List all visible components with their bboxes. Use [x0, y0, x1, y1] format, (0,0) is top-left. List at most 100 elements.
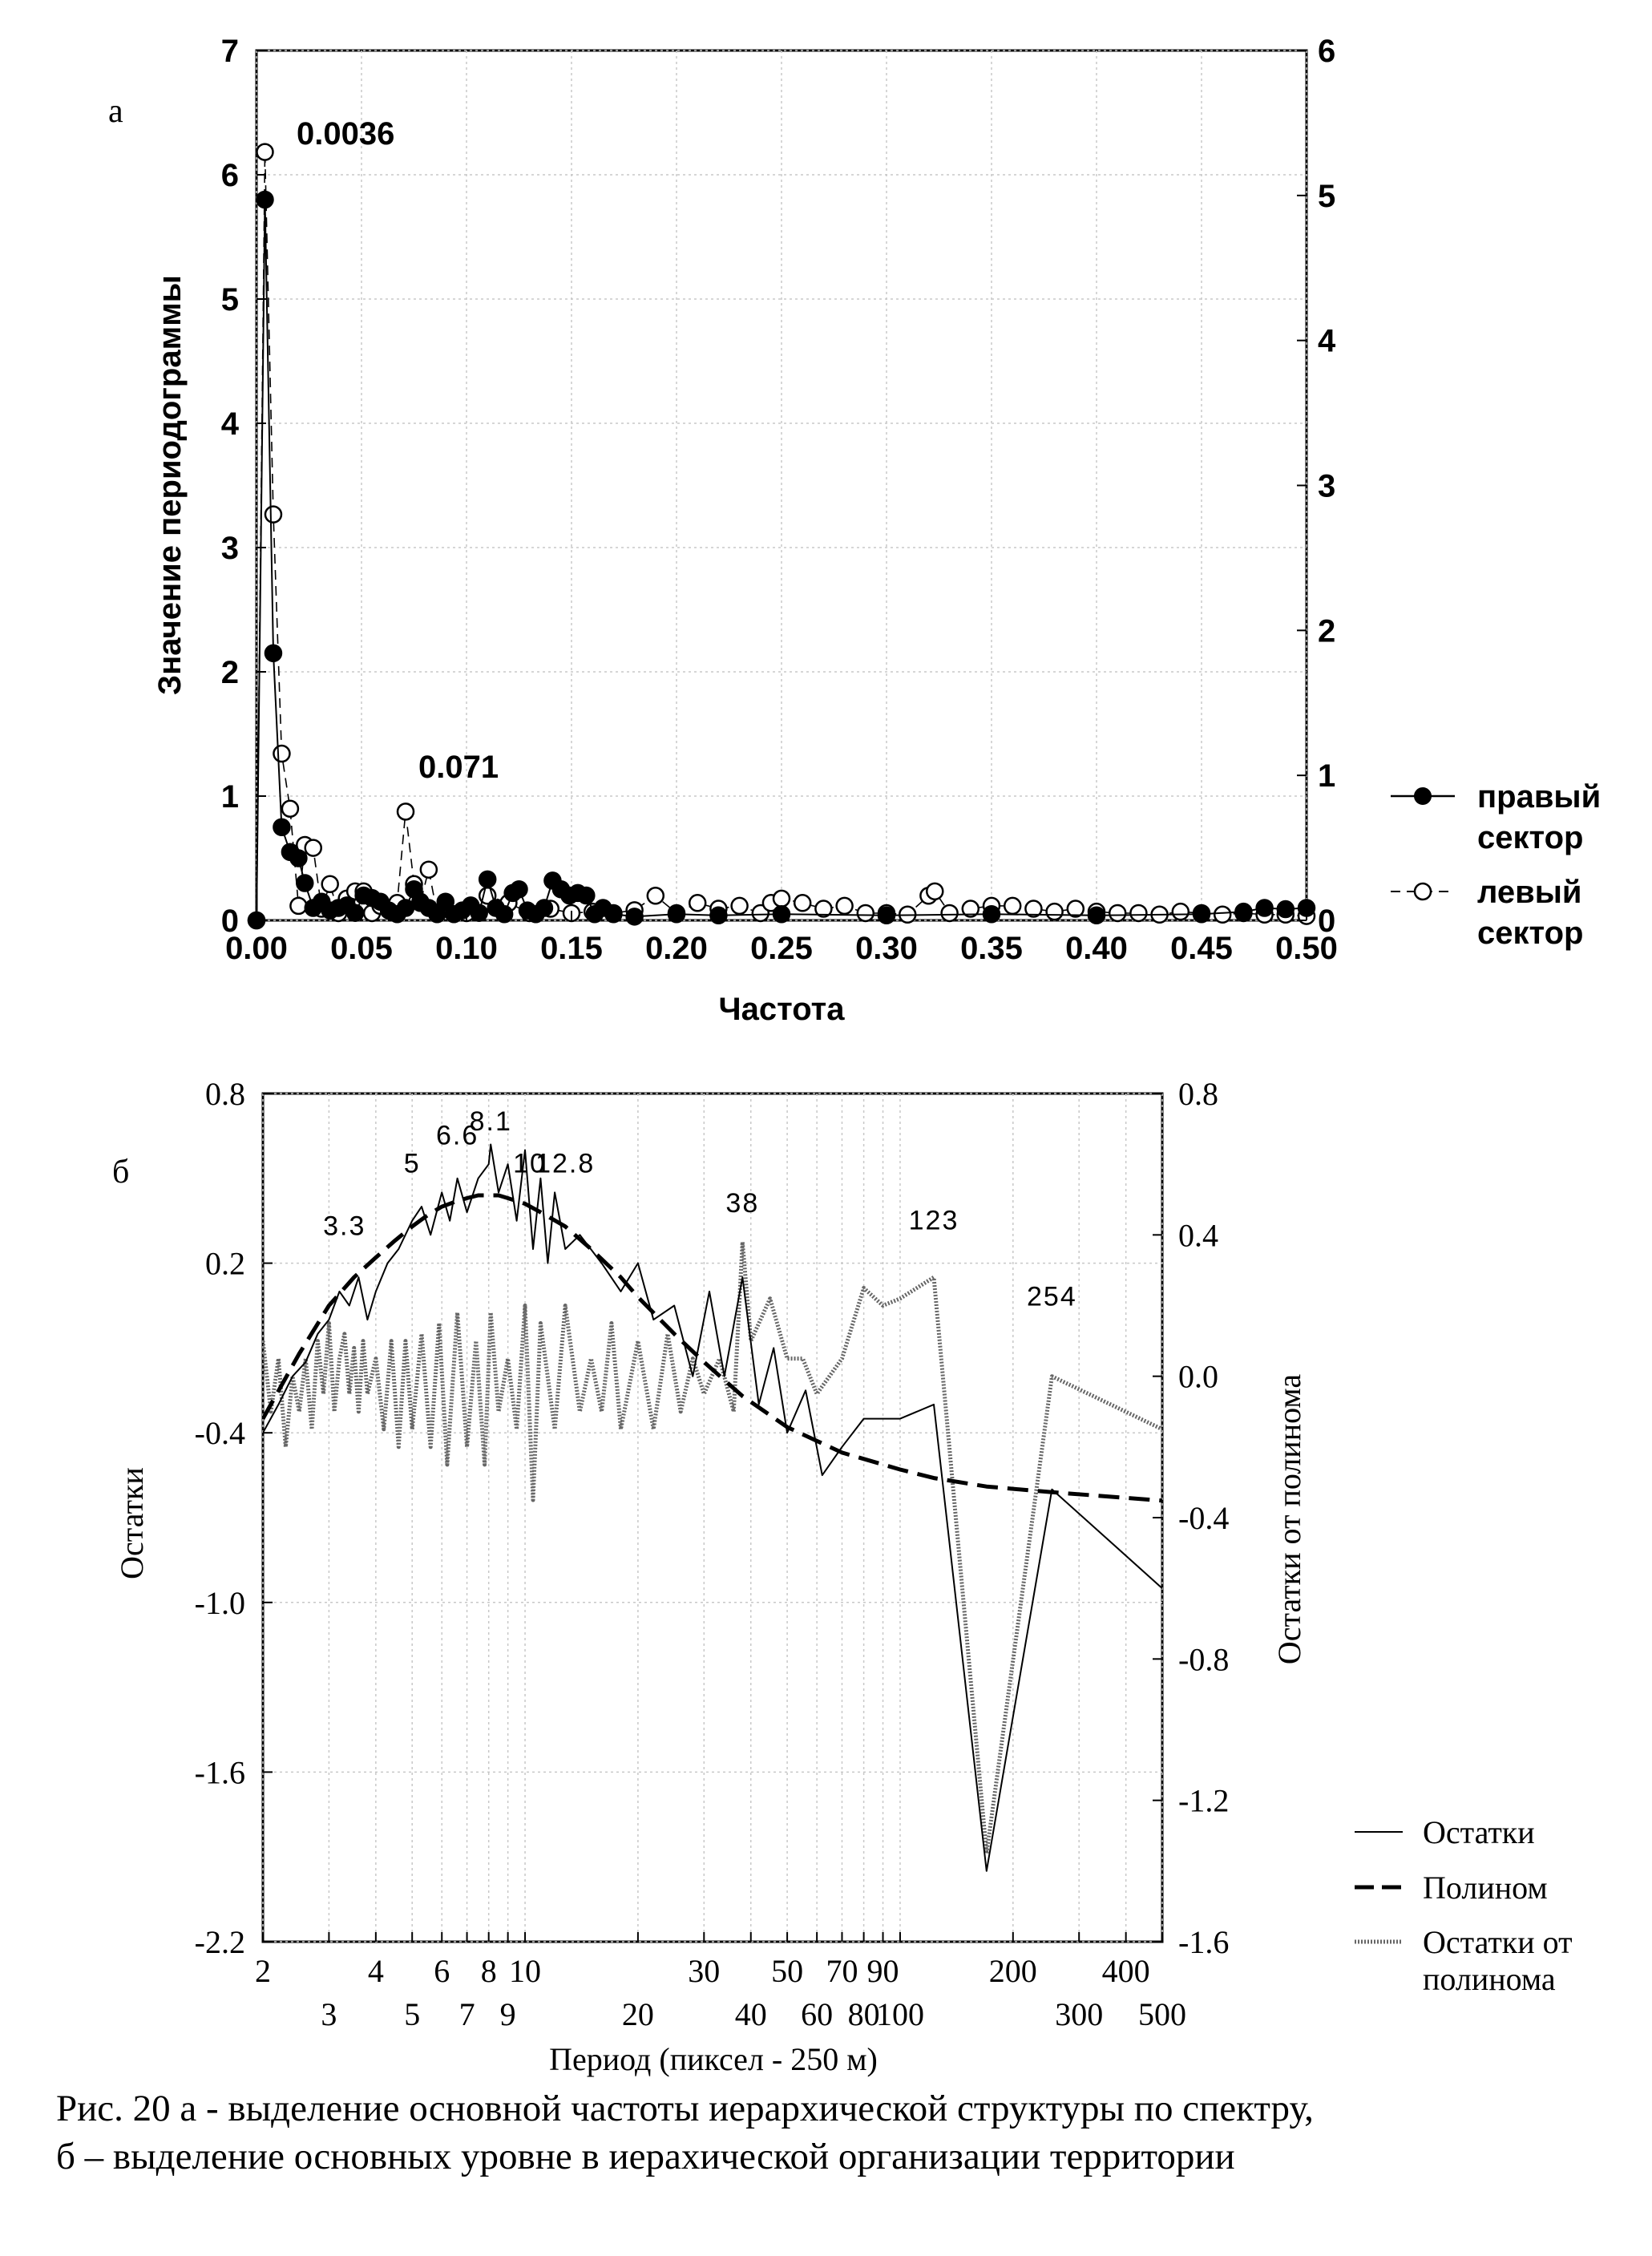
tick-label-y-left: 3 — [221, 531, 239, 566]
data-point-left-sector — [856, 904, 875, 923]
plot-b-grid — [262, 1093, 1163, 1943]
tick-label-y-right: 3 — [1318, 469, 1335, 504]
tick-label-x-lower: 60 — [801, 1996, 833, 2032]
data-point-right-sector — [709, 906, 728, 925]
tick-label-x: 0.00 — [225, 931, 288, 966]
tick-label-x-upper: 90 — [867, 1953, 899, 1989]
data-point-right-sector — [510, 880, 528, 899]
plot-a-legend: правый сектор левый сектор — [1391, 779, 1601, 951]
data-point-right-sector — [296, 874, 314, 892]
legend-open-circle-marker — [1413, 882, 1432, 901]
tick-label-y-right: 4 — [1318, 324, 1336, 359]
tick-label-x-upper: 70 — [826, 1953, 858, 1989]
plot-a-ylabel: Значение периодограммы — [152, 275, 188, 695]
tick-label-x-upper: 30 — [688, 1953, 720, 1989]
data-point-right-sector — [289, 849, 308, 867]
legend-label-poly-residuals-2: полинома — [1423, 1961, 1556, 1997]
annotation-peak-071: 0.071 — [418, 750, 499, 785]
data-point-right-sector — [264, 644, 283, 662]
data-point-left-sector — [646, 887, 665, 905]
data-point-right-sector — [625, 908, 644, 926]
tick-label-x-upper: 50 — [771, 1953, 803, 1989]
tick-label-x: 0.30 — [855, 931, 918, 966]
data-point-left-sector — [281, 799, 300, 819]
data-point-left-sector — [793, 894, 812, 912]
plot-b-ylabel-left: Остатки — [114, 1467, 150, 1579]
data-point-left-sector — [264, 505, 283, 524]
data-point-left-sector — [1108, 904, 1127, 923]
legend-filled-circle-marker — [1414, 787, 1432, 805]
data-point-left-sector — [273, 744, 291, 763]
series-line-poly-residuals — [263, 1239, 1162, 1856]
data-point-right-sector — [478, 870, 497, 889]
tick-label-y-right: -0.4 — [1178, 1500, 1229, 1536]
data-point-right-sector — [577, 886, 596, 905]
tick-label-x: 0.05 — [330, 931, 393, 966]
data-point-left-sector — [940, 904, 959, 923]
tick-label-y-left: 2 — [221, 655, 239, 690]
plot-b-frame — [261, 1092, 1164, 1943]
tick-label-y-right: -1.6 — [1178, 1924, 1229, 1960]
annotation-period: 12.8 — [535, 1149, 595, 1179]
data-point-right-sector — [535, 899, 554, 917]
data-point-left-sector — [926, 882, 944, 901]
legend-label-right-sector-2: сектор — [1477, 820, 1583, 855]
data-point-left-sector — [814, 900, 833, 918]
figure-caption: Рис. 20 а - выделение основной частоты и… — [56, 2084, 1627, 2181]
data-point-left-sector — [1003, 896, 1022, 916]
tick-label-x: 0.50 — [1275, 931, 1338, 966]
data-point-right-sector — [604, 905, 623, 924]
tick-label-x: 0.40 — [1065, 931, 1128, 966]
data-point-left-sector — [1024, 900, 1043, 918]
data-point-left-sector — [1045, 902, 1064, 921]
legend-label-right-sector-1: правый — [1477, 779, 1601, 815]
tick-label-y-left: -1.6 — [195, 1754, 245, 1790]
data-point-right-sector — [1234, 902, 1253, 921]
annotation-period: 10 — [513, 1149, 547, 1179]
panel-a: а 0.00 0.05 0.10 0.15 0.20 0.25 0.30 0.35 0.40 0.… — [108, 34, 1601, 1027]
tick-label-x-upper: 200 — [989, 1953, 1037, 1989]
data-point-right-sector — [1276, 900, 1295, 919]
tick-label-x-lower: 300 — [1055, 1996, 1103, 2032]
tick-label-x-lower: 20 — [622, 1996, 654, 2032]
tick-label-x-upper: 4 — [368, 1953, 384, 1989]
tick-label-y-right: -1.2 — [1178, 1783, 1229, 1819]
tick-label-x-lower: 9 — [500, 1996, 516, 2032]
tick-label-x-lower: 7 — [459, 1996, 475, 2032]
tick-label-y-right: 0.4 — [1178, 1217, 1218, 1253]
data-point-left-sector — [396, 803, 415, 821]
tick-label-y-right: -0.8 — [1178, 1641, 1229, 1677]
plot-a-series — [247, 143, 1316, 930]
series-line-polynomial — [263, 1193, 1162, 1503]
legend-label-residuals: Остатки — [1423, 1814, 1535, 1850]
tick-label-x: 0.35 — [960, 931, 1023, 966]
data-point-right-sector — [436, 892, 455, 911]
tick-label-x: 0.15 — [540, 931, 603, 966]
tick-label-y-left: -1.0 — [195, 1585, 245, 1621]
tick-label-y-left: -2.2 — [195, 1924, 245, 1960]
data-point-left-sector — [1066, 900, 1085, 918]
data-point-left-sector — [256, 143, 274, 161]
data-point-right-sector — [396, 899, 415, 917]
tick-label-x-upper: 400 — [1102, 1953, 1150, 1989]
plot-b-ylabel-right: Остатки от полинома — [1271, 1374, 1307, 1665]
data-point-left-sector — [419, 860, 438, 879]
data-point-right-sector — [470, 904, 488, 922]
data-point-left-sector — [321, 875, 339, 894]
annotation-period: 6.6 — [436, 1120, 479, 1150]
plot-a-grid — [256, 50, 1307, 921]
data-point-left-sector — [289, 896, 308, 916]
tick-label-y-right: 5 — [1318, 179, 1335, 214]
tick-label-y-right: 0.8 — [1178, 1076, 1218, 1112]
tick-label-x-upper: 2 — [255, 1953, 271, 1989]
tick-label-x-upper: 6 — [434, 1953, 450, 1989]
tick-label-x: 0.20 — [645, 931, 708, 966]
tick-label-x-lower: 5 — [404, 1996, 420, 2032]
tick-label-y-left: 7 — [221, 34, 239, 69]
plot-a-ticks: 0.00 0.05 0.10 0.15 0.20 0.25 0.30 0.35 0.40 0.45… — [221, 34, 1338, 966]
data-point-left-sector — [730, 896, 749, 916]
data-point-right-sector — [1255, 899, 1274, 917]
tick-label-y-left: 0.2 — [205, 1246, 245, 1282]
